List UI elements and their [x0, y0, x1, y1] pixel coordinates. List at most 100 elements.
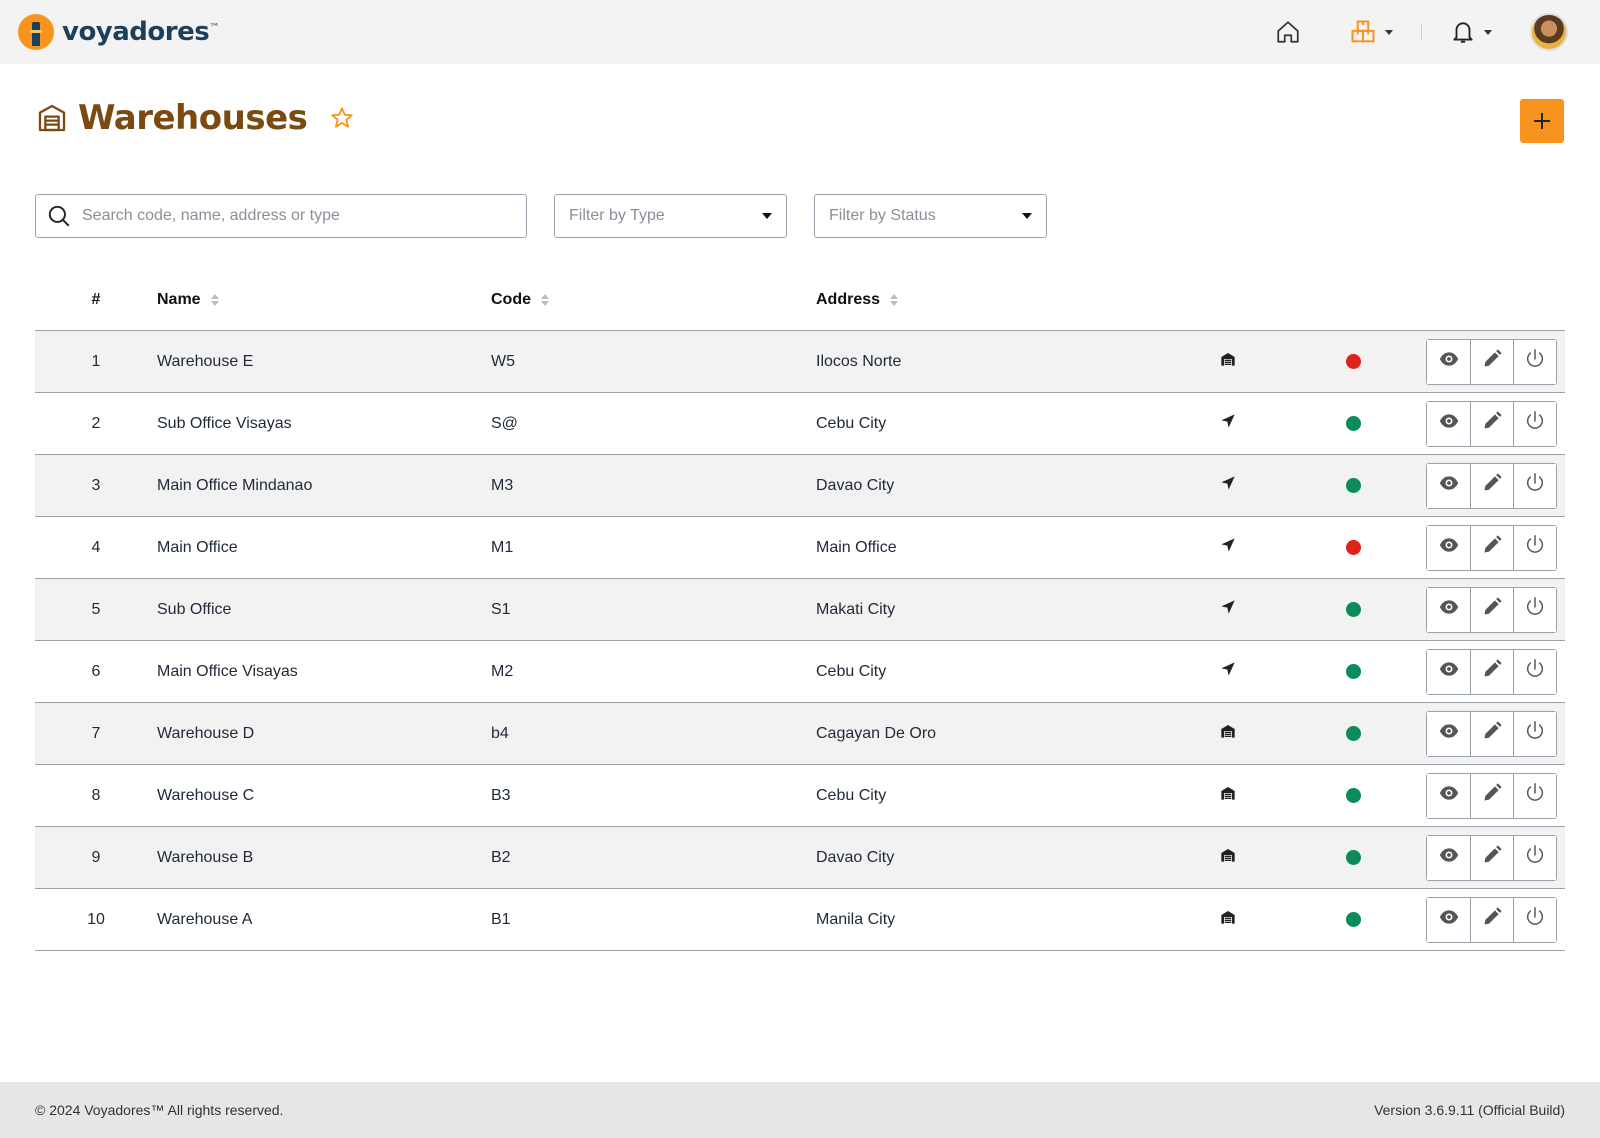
toggle-status-button[interactable] — [1513, 835, 1556, 880]
star-icon — [331, 107, 354, 128]
header-address[interactable]: Address — [816, 291, 1188, 309]
power-icon — [1524, 348, 1546, 375]
page-header: Warehouses — [36, 98, 355, 138]
view-button[interactable] — [1427, 401, 1470, 446]
row-name: Warehouse B — [157, 848, 254, 866]
pencil-icon — [1482, 597, 1502, 622]
row-code: M1 — [491, 538, 514, 556]
view-button[interactable] — [1427, 339, 1470, 384]
row-code: S@ — [491, 414, 518, 432]
location-arrow-icon — [1220, 413, 1236, 434]
edit-button[interactable] — [1470, 773, 1513, 818]
status-filter-select[interactable]: Filter by Status — [814, 194, 1047, 238]
toggle-status-button[interactable] — [1513, 711, 1556, 756]
edit-button[interactable] — [1470, 835, 1513, 880]
table-body: 1 Warehouse E W5 Ilocos Norte 2 Sub Office Vi… — [35, 331, 1565, 951]
status-filter-label: Filter by Status — [829, 207, 936, 224]
pencil-icon — [1482, 411, 1502, 436]
edit-button[interactable] — [1470, 401, 1513, 446]
eye-icon — [1439, 783, 1459, 808]
pencil-icon — [1482, 535, 1502, 560]
toggle-status-button[interactable] — [1513, 649, 1556, 694]
add-warehouse-button[interactable] — [1520, 99, 1564, 143]
toggle-status-button[interactable] — [1513, 773, 1556, 818]
row-code: M3 — [491, 476, 514, 494]
page-title: Warehouses — [78, 98, 308, 138]
pencil-icon — [1482, 473, 1502, 498]
sort-icon[interactable] — [210, 293, 219, 306]
row-name: Warehouse D — [157, 724, 255, 742]
edit-button[interactable] — [1470, 525, 1513, 570]
row-number: 2 — [91, 414, 101, 432]
row-actions — [1426, 586, 1557, 633]
table-row: 10 Warehouse A B1 Manila City — [35, 889, 1565, 951]
status-active-dot — [1345, 478, 1361, 493]
header-code[interactable]: Code — [491, 291, 816, 309]
user-avatar[interactable] — [1530, 13, 1568, 51]
view-button[interactable] — [1427, 711, 1470, 756]
edit-button[interactable] — [1470, 897, 1513, 942]
location-arrow-icon — [1220, 599, 1236, 620]
location-arrow-icon — [1220, 475, 1236, 496]
row-name: Main Office Mindanao — [157, 476, 313, 494]
power-icon — [1524, 596, 1546, 623]
eye-icon — [1439, 349, 1459, 374]
pencil-icon — [1482, 721, 1502, 746]
row-name: Warehouse C — [157, 786, 255, 804]
warehouse-menu-button[interactable] — [1349, 18, 1393, 46]
power-icon — [1524, 410, 1546, 437]
view-button[interactable] — [1427, 897, 1470, 942]
edit-button[interactable] — [1470, 339, 1513, 384]
chevron-down-icon — [1484, 29, 1492, 35]
sort-icon[interactable] — [890, 293, 899, 306]
status-active-dot — [1345, 726, 1361, 741]
table-row: 2 Sub Office Visayas S@ Cebu City — [35, 393, 1565, 455]
edit-button[interactable] — [1470, 711, 1513, 756]
toggle-status-button[interactable] — [1513, 587, 1556, 632]
view-button[interactable] — [1427, 773, 1470, 818]
type-filter-select[interactable]: Filter by Type — [554, 194, 787, 238]
bell-icon — [1453, 22, 1473, 43]
brand-logo[interactable]: voyadores™ — [18, 14, 219, 50]
toggle-status-button[interactable] — [1513, 339, 1556, 384]
search-input[interactable] — [82, 207, 502, 225]
pencil-icon — [1482, 845, 1502, 870]
row-actions — [1426, 834, 1557, 881]
status-active-dot — [1345, 912, 1361, 927]
power-icon — [1524, 906, 1546, 933]
row-address: Makati City — [816, 600, 896, 618]
edit-button[interactable] — [1470, 463, 1513, 508]
table-row: 6 Main Office Visayas M2 Cebu City — [35, 641, 1565, 703]
copyright-text: © 2024 Voyadores™ All rights reserved. — [35, 1102, 284, 1118]
eye-icon — [1439, 721, 1459, 746]
power-icon — [1524, 534, 1546, 561]
sort-icon[interactable] — [541, 293, 549, 306]
toggle-status-button[interactable] — [1513, 525, 1556, 570]
view-button[interactable] — [1427, 525, 1470, 570]
toggle-status-button[interactable] — [1513, 401, 1556, 446]
toggle-status-button[interactable] — [1513, 463, 1556, 508]
toggle-status-button[interactable] — [1513, 897, 1556, 942]
view-button[interactable] — [1427, 587, 1470, 632]
favorite-button[interactable] — [329, 105, 355, 131]
table-row: 7 Warehouse D b4 Cagayan De Oro — [35, 703, 1565, 765]
view-button[interactable] — [1427, 835, 1470, 880]
view-button[interactable] — [1427, 463, 1470, 508]
notifications-button[interactable] — [1450, 19, 1492, 45]
table-row: 1 Warehouse E W5 Ilocos Norte — [35, 331, 1565, 393]
view-button[interactable] — [1427, 649, 1470, 694]
home-button[interactable] — [1275, 19, 1301, 45]
power-icon — [1524, 472, 1546, 499]
header-name[interactable]: Name — [157, 291, 491, 309]
warehouse-icon — [38, 104, 66, 132]
edit-button[interactable] — [1470, 649, 1513, 694]
row-name: Sub Office — [157, 600, 232, 618]
plus-icon — [1534, 113, 1550, 129]
row-name: Main Office Visayas — [157, 662, 298, 680]
edit-button[interactable] — [1470, 587, 1513, 632]
eye-icon — [1439, 845, 1459, 870]
top-navbar: voyadores™ — [0, 0, 1600, 64]
home-icon — [1277, 21, 1299, 43]
row-address: Davao City — [816, 848, 895, 866]
chevron-down-icon — [1385, 29, 1393, 35]
